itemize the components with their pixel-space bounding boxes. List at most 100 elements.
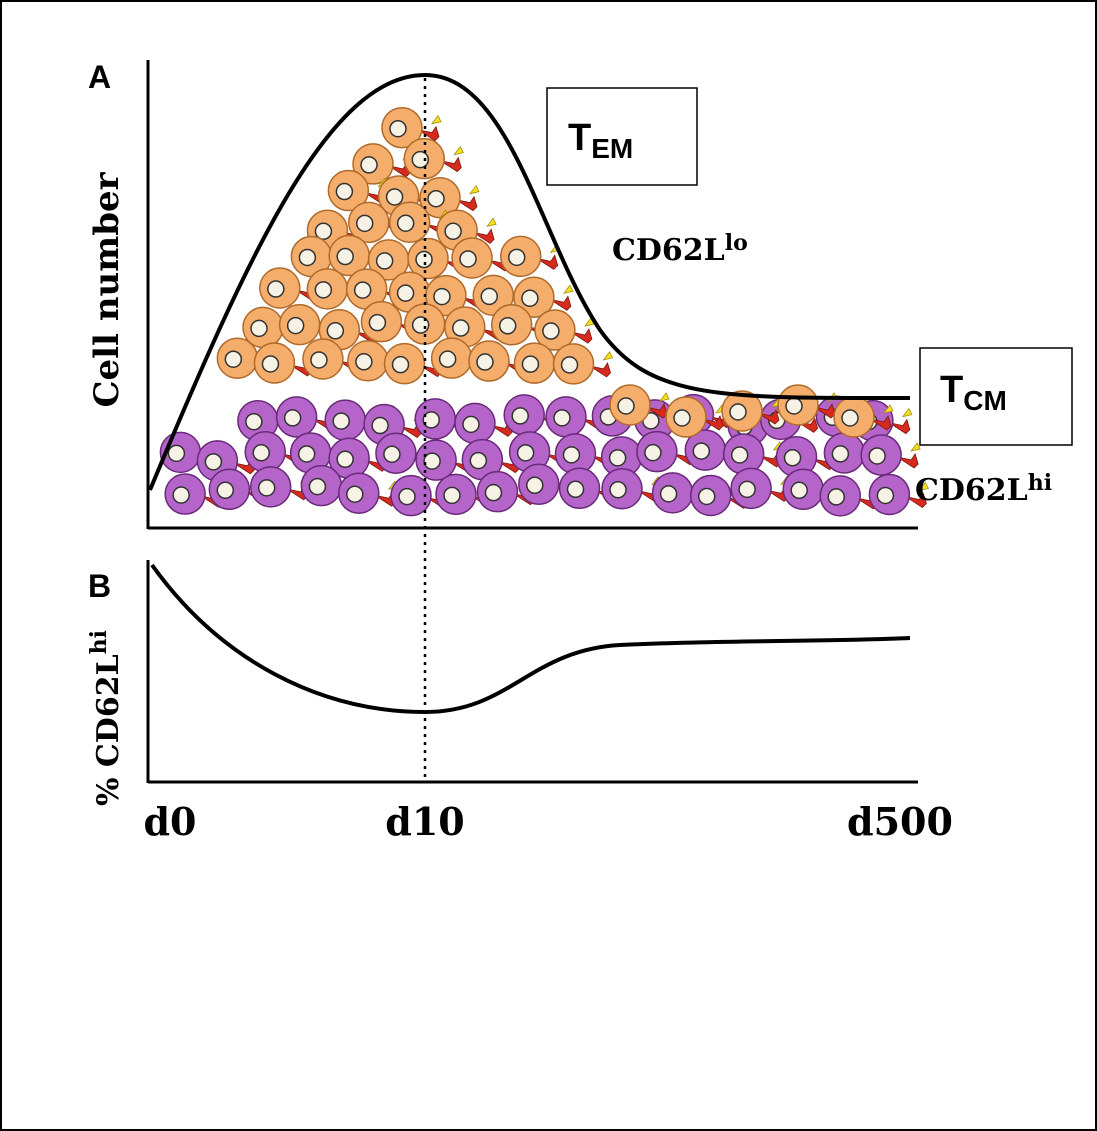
nucleus bbox=[360, 156, 378, 174]
nucleus bbox=[314, 281, 333, 299]
nucleus bbox=[697, 487, 716, 506]
nucleus bbox=[469, 451, 488, 470]
ligand bbox=[469, 184, 480, 195]
nucleus bbox=[297, 445, 316, 463]
nucleus bbox=[617, 397, 635, 415]
nucleus bbox=[371, 416, 389, 435]
nucleus bbox=[659, 485, 678, 503]
label-text: CD62L bbox=[612, 233, 725, 268]
nucleus bbox=[831, 445, 850, 463]
nucleus bbox=[252, 444, 270, 462]
nucleus bbox=[355, 214, 374, 233]
ligand bbox=[486, 217, 497, 227]
nucleus bbox=[868, 447, 886, 465]
cell bbox=[730, 467, 791, 510]
nucleus bbox=[286, 316, 305, 335]
cell bbox=[860, 434, 921, 476]
nucleus bbox=[326, 322, 345, 340]
nucleus bbox=[526, 476, 544, 495]
cell bbox=[721, 390, 782, 432]
tcm-box bbox=[919, 347, 1073, 446]
receptor bbox=[472, 228, 495, 244]
nucleus bbox=[553, 409, 571, 427]
receptor bbox=[536, 254, 559, 270]
marker-label: CD62Lhi bbox=[915, 470, 1052, 508]
nucleus bbox=[516, 444, 535, 462]
nucleus bbox=[692, 442, 711, 460]
nucleus bbox=[608, 449, 627, 467]
tem-box bbox=[546, 87, 698, 186]
receptor bbox=[645, 403, 668, 419]
nucleus bbox=[443, 486, 461, 505]
nucleus bbox=[396, 284, 415, 302]
curve-a bbox=[148, 72, 911, 491]
cell bbox=[253, 342, 315, 384]
cell bbox=[381, 106, 442, 149]
label-sup: hi bbox=[1028, 470, 1052, 496]
ligand bbox=[659, 392, 670, 402]
label-sub: EM bbox=[591, 133, 633, 164]
cell bbox=[868, 473, 929, 516]
nucleus bbox=[462, 415, 480, 434]
nucleus bbox=[411, 316, 430, 334]
tem-label: TEM bbox=[568, 117, 633, 164]
nucleus bbox=[368, 313, 387, 332]
cells bbox=[159, 106, 929, 517]
receptor bbox=[417, 125, 440, 142]
nucleus bbox=[261, 355, 280, 373]
y-axis-label: Cell number bbox=[87, 171, 127, 407]
curve-b bbox=[150, 563, 911, 715]
nucleus bbox=[480, 287, 499, 306]
nucleus bbox=[785, 397, 803, 415]
cell bbox=[833, 396, 894, 438]
receptor bbox=[757, 409, 780, 425]
nucleus bbox=[459, 250, 477, 268]
marker-label: CD62Llo bbox=[612, 230, 748, 268]
nucleus bbox=[267, 280, 285, 298]
nucleus bbox=[298, 248, 317, 267]
nucleus bbox=[438, 350, 457, 368]
nucleus bbox=[245, 412, 263, 431]
nucleus bbox=[452, 319, 470, 337]
nucleus bbox=[644, 443, 662, 462]
receptor bbox=[701, 415, 724, 431]
nucleus bbox=[346, 485, 364, 503]
nucleus bbox=[167, 444, 186, 463]
label-sup: lo bbox=[725, 230, 748, 256]
label-sub: CM bbox=[963, 385, 1007, 416]
label-sup: hi bbox=[86, 630, 112, 654]
panel-label: A bbox=[88, 59, 111, 95]
ligand bbox=[453, 145, 464, 156]
cell bbox=[609, 384, 670, 426]
nucleus bbox=[427, 189, 445, 208]
nucleus bbox=[521, 355, 540, 373]
ligand bbox=[901, 407, 913, 418]
ligand bbox=[910, 442, 921, 452]
nucleus bbox=[216, 481, 235, 500]
label-text: CD62L bbox=[915, 473, 1028, 508]
nucleus bbox=[542, 322, 560, 340]
nucleus bbox=[730, 446, 749, 464]
nucleus bbox=[415, 250, 433, 269]
receptor bbox=[796, 417, 819, 433]
cell bbox=[534, 309, 595, 351]
ligand bbox=[602, 351, 614, 361]
cell bbox=[499, 235, 561, 278]
nucleus bbox=[250, 319, 268, 338]
x-tick-label: d500 bbox=[847, 799, 953, 844]
nucleus bbox=[332, 412, 350, 430]
cell bbox=[419, 176, 480, 219]
nucleus bbox=[353, 281, 372, 299]
nucleus bbox=[411, 150, 430, 169]
cell bbox=[552, 343, 614, 385]
nucleus bbox=[257, 479, 276, 497]
nucleus bbox=[790, 481, 808, 500]
receptor bbox=[869, 415, 892, 431]
nucleus bbox=[389, 119, 407, 138]
nucleus bbox=[827, 488, 846, 506]
nucleus bbox=[172, 486, 190, 504]
receptor bbox=[813, 403, 836, 419]
nucleus bbox=[224, 350, 243, 368]
nucleus bbox=[336, 247, 354, 266]
receptor bbox=[455, 195, 478, 212]
